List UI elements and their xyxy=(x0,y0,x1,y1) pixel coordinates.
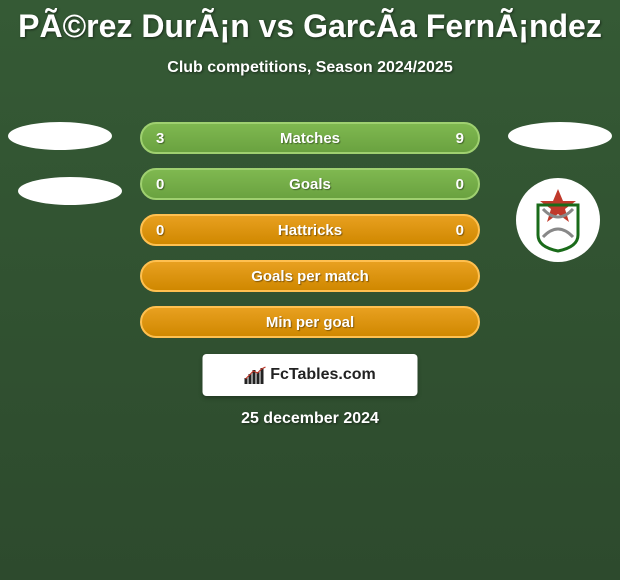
stat-left-value: 3 xyxy=(156,130,176,147)
page-title: PÃ©rez DurÃ¡n vs GarcÃ­a FernÃ¡ndez xyxy=(0,0,620,45)
stat-left-value: 0 xyxy=(156,176,176,193)
stat-label: Goals per match xyxy=(251,268,369,285)
branding-text: FcTables.com xyxy=(270,366,376,384)
stat-right-value: 0 xyxy=(444,222,464,239)
stat-label: Hattricks xyxy=(278,222,342,239)
team-badge-right-1 xyxy=(508,122,612,150)
stat-row-goals: 0 Goals 0 xyxy=(140,168,480,200)
page-subtitle: Club competitions, Season 2024/2025 xyxy=(0,45,620,77)
team-badge-left-1 xyxy=(8,122,112,150)
stat-right-value: 9 xyxy=(444,130,464,147)
team-badge-right-2 xyxy=(516,178,600,262)
stat-right-value: 0 xyxy=(444,176,464,193)
stat-label: Min per goal xyxy=(266,314,354,331)
date-text: 25 december 2024 xyxy=(0,410,620,428)
stat-label: Goals xyxy=(289,176,331,193)
stat-row-hattricks: 0 Hattricks 0 xyxy=(140,214,480,246)
stat-left-value: 0 xyxy=(156,222,176,239)
club-crest-icon xyxy=(523,185,593,255)
stat-row-min-per-goal: Min per goal xyxy=(140,306,480,338)
stat-row-matches: 3 Matches 9 xyxy=(140,122,480,154)
branding-logo: FcTables.com xyxy=(244,366,376,384)
bars-icon xyxy=(244,366,266,384)
team-badge-left-2 xyxy=(18,177,122,205)
stat-row-goals-per-match: Goals per match xyxy=(140,260,480,292)
stat-label: Matches xyxy=(280,130,340,147)
stats-table: 3 Matches 9 0 Goals 0 0 Hattricks 0 Goal… xyxy=(140,122,480,352)
branding-box: FcTables.com xyxy=(203,354,418,396)
